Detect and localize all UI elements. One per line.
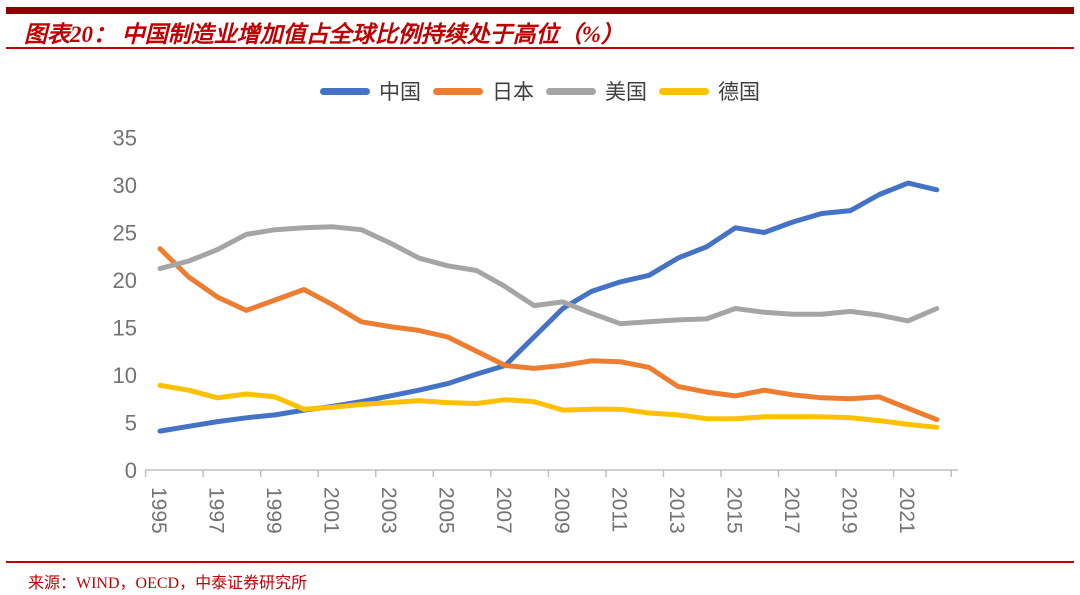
- y-axis-label: 20: [113, 268, 137, 293]
- x-axis-label: 2011: [607, 487, 630, 532]
- x-axis-label: 1997: [205, 487, 228, 534]
- legend-item-germany: 德国: [659, 76, 760, 106]
- chart-legend: 中国 日本 美国 德国: [0, 76, 1080, 106]
- source-note: 来源：WIND，OECD，中泰证券研究所: [28, 575, 308, 592]
- x-axis-label: 2005: [435, 487, 458, 534]
- legend-label-china: 中国: [379, 81, 421, 104]
- top-accent-bar: [6, 7, 1074, 14]
- y-axis-label: 35: [113, 126, 137, 151]
- x-axis-label: 1995: [147, 487, 170, 534]
- series-line-china: [157, 180, 940, 434]
- x-axis-label: 2015: [722, 487, 745, 534]
- y-axis-label: 10: [113, 363, 137, 388]
- x-axis-label: 2021: [895, 487, 918, 534]
- y-axis-label: 15: [113, 316, 137, 341]
- title-divider: [6, 47, 1074, 49]
- legend-item-usa: 美国: [546, 76, 647, 106]
- series-line-germany: [157, 382, 940, 430]
- legend-label-usa: 美国: [605, 81, 647, 104]
- series-line-usa: [157, 224, 940, 327]
- legend-swatch-usa: [546, 87, 596, 95]
- x-axis-label: 2007: [492, 487, 515, 534]
- legend-label-germany: 德国: [718, 81, 760, 104]
- footer-divider: [6, 561, 1074, 563]
- x-axis-label: 1999: [262, 487, 285, 534]
- x-axis-label: 2019: [837, 487, 860, 534]
- y-axis-label: 30: [113, 173, 137, 198]
- legend-swatch-germany: [659, 87, 709, 95]
- x-axis-label: 2013: [665, 487, 688, 534]
- y-axis-label: 5: [125, 411, 137, 436]
- x-axis-label: 2003: [377, 487, 400, 534]
- series-line-japan: [157, 246, 940, 423]
- legend-swatch-japan: [433, 87, 483, 95]
- legend-item-china: 中国: [320, 76, 421, 106]
- legend-swatch-china: [320, 87, 370, 95]
- page-title: 图表20： 中国制造业增加值占全球比例持续处于高位（%）: [24, 22, 624, 47]
- y-axis-label: 25: [113, 221, 137, 246]
- y-axis-label: 0: [125, 458, 137, 483]
- legend-label-japan: 日本: [492, 81, 534, 104]
- legend-item-japan: 日本: [433, 76, 534, 106]
- x-axis-label: 2009: [550, 487, 573, 534]
- x-axis-label: 2001: [320, 487, 343, 534]
- x-axis-label: 2017: [780, 487, 803, 534]
